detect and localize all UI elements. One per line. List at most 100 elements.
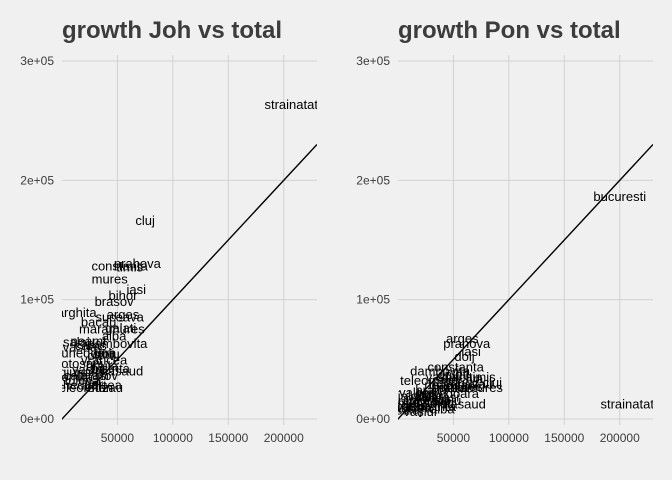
point-label: iasi — [127, 282, 147, 297]
point-label: sibiu — [435, 393, 462, 408]
panel-pon: growth Pon vs total 0e+00 1e+05 2e+05 3e+05… — [356, 17, 661, 445]
point-label: neamt — [71, 333, 108, 348]
point-label: bacau — [81, 314, 116, 329]
point-label: prahova — [114, 256, 162, 271]
point-label: salaj — [396, 403, 423, 418]
point-label: calarasi — [64, 368, 109, 383]
point-label: vaslui — [72, 362, 105, 377]
point-label: constanta — [91, 258, 148, 273]
point-label: dolj — [454, 349, 474, 364]
point-label: nasaud — [443, 397, 486, 412]
point-label: alba — [430, 401, 455, 416]
y-tick-labels: 0e+00 1e+05 2e+05 3e+05 — [20, 54, 54, 426]
point-labels: strainatate cluj prahovaconstantatimismure… — [45, 97, 325, 395]
point-label: gorj — [415, 386, 437, 401]
x-tick-labels: 50000 100000 150000 200000 — [101, 431, 304, 445]
point-label: mehedinti — [45, 378, 101, 393]
point-label: ialomita — [48, 369, 94, 384]
point-label: cluj — [482, 375, 502, 390]
point-label: tulcea — [397, 400, 432, 415]
y-tick-label: 1e+05 — [20, 293, 54, 307]
point-label: botosani — [429, 378, 478, 393]
point-label: bistrita — [418, 399, 457, 414]
point-label: strainatate — [264, 97, 325, 112]
x-tick-label: 100000 — [489, 431, 529, 445]
point-label: maramures — [79, 322, 145, 337]
point-label: bihor — [109, 288, 139, 303]
point-label: dambovita — [87, 336, 148, 351]
x-tick-label: 200000 — [264, 431, 304, 445]
point-label: dolj — [94, 345, 114, 360]
point-label: valcea — [399, 385, 437, 400]
point-label: galati — [438, 367, 469, 382]
identity-line — [398, 144, 653, 421]
x-tick-label: 50000 — [101, 431, 135, 445]
y-tick-label: 2e+05 — [20, 173, 54, 187]
point-label: hunedoara — [54, 345, 117, 360]
point-label: gorj — [84, 376, 106, 391]
point-label: bacau — [445, 369, 480, 384]
point-label: giurgiu — [59, 364, 98, 379]
x-tick-label: 200000 — [600, 431, 640, 445]
point-label: strainatate — [600, 397, 661, 412]
point-label: olt — [87, 348, 101, 363]
point-label: cluj — [135, 213, 155, 228]
panel-joh: growth Joh vs total 0e+00 1e+05 2e+05 3e+05… — [20, 17, 325, 445]
point-label: caras — [395, 398, 427, 413]
y-tick-label: 0e+00 — [20, 412, 54, 426]
point-label: caras — [75, 338, 107, 353]
point-label: prahova — [443, 336, 491, 351]
x-tick-label: 100000 — [153, 431, 193, 445]
y-tick-label: 2e+05 — [356, 173, 390, 187]
point-label: giurgiu — [410, 392, 449, 407]
point-label: buzau — [88, 380, 123, 395]
point-label: suceava — [435, 372, 484, 387]
point-label: salaj — [63, 335, 90, 350]
point-label: teleorman — [55, 380, 113, 395]
point-label: valcea — [84, 378, 122, 393]
point-label: brasov — [95, 294, 135, 309]
point-label: alba — [102, 329, 127, 344]
point-label: neamt — [424, 378, 461, 393]
y-tick-labels: 0e+00 1e+05 2e+05 3e+05 — [356, 54, 390, 426]
point-label: suceava — [95, 310, 144, 325]
point-label: hunedoara — [417, 386, 480, 401]
point-label: harghita — [50, 305, 98, 320]
point-label: vrancea — [81, 353, 128, 368]
x-tick-labels: 50000 100000 150000 200000 — [437, 431, 640, 445]
point-labels: bucuresti strainatate argesprahovaiasidolj… — [392, 189, 661, 419]
y-tick-label: 0e+00 — [356, 412, 390, 426]
panel-title: growth Pon vs total — [398, 17, 621, 44]
point-label: botosani — [54, 356, 103, 371]
point-label: vaslui — [404, 404, 437, 419]
point-label: timis — [469, 369, 496, 384]
point-label: brasov — [432, 380, 472, 395]
point-label: timis — [116, 259, 143, 274]
point-label: covasna — [49, 339, 98, 354]
point-label: mures — [92, 271, 129, 286]
y-tick-label: 3e+05 — [356, 54, 390, 68]
point-label: dambovita — [410, 363, 471, 378]
point-label: braila — [415, 382, 448, 397]
point-label: bihor — [422, 396, 452, 411]
point-label: constanta — [427, 360, 484, 375]
point-label: teleorman — [400, 373, 458, 388]
point-label: ilfov — [403, 394, 427, 409]
point-label: iasi — [461, 344, 481, 359]
x-tick-label: 50000 — [437, 431, 471, 445]
point-label: arges — [107, 307, 140, 322]
point-label: vaslui — [426, 369, 459, 384]
point-label: maramures — [437, 380, 503, 395]
point-label: olt — [455, 366, 469, 381]
point-label: arges — [446, 331, 479, 346]
point-label: mures — [446, 379, 483, 394]
point-label: braila — [86, 359, 119, 374]
point-label: tulcea — [65, 373, 100, 388]
point-label: ialomita — [398, 388, 444, 403]
point-label: buzau — [458, 376, 493, 391]
point-label: bistrita — [92, 361, 131, 376]
x-tick-label: 150000 — [208, 431, 248, 445]
point-label: calarasi — [414, 390, 459, 405]
point-label: vrancea — [392, 393, 439, 408]
